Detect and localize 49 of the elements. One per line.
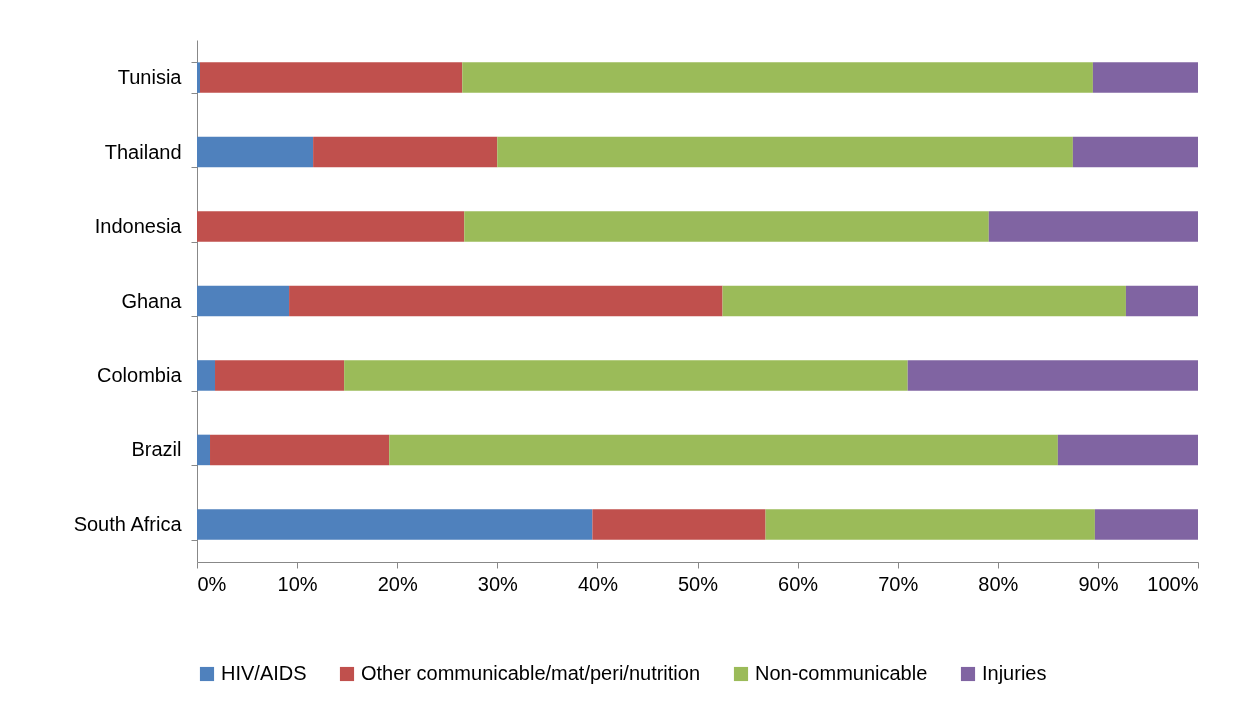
bar bbox=[988, 211, 1198, 242]
bar bbox=[1057, 434, 1198, 466]
x-tick-label: 90% bbox=[1078, 572, 1119, 595]
bar bbox=[592, 509, 766, 540]
bar bbox=[197, 62, 200, 93]
bar bbox=[197, 211, 465, 242]
bar bbox=[765, 509, 1095, 540]
bar bbox=[197, 136, 314, 168]
bar bbox=[200, 62, 463, 93]
legend-label: Non-communicable bbox=[755, 662, 928, 684]
x-tick-label: 20% bbox=[377, 572, 418, 595]
bar bbox=[197, 434, 211, 466]
x-tick-label: 0% bbox=[197, 572, 227, 595]
x-tick-label: 30% bbox=[477, 572, 519, 595]
y-tick-label: Indonesia bbox=[94, 215, 183, 238]
bar bbox=[907, 360, 1198, 391]
bar bbox=[464, 211, 989, 242]
bar bbox=[210, 434, 390, 466]
bar bbox=[1125, 285, 1198, 317]
y-tick-label: Colombia bbox=[97, 363, 183, 386]
y-tick-label: Thailand bbox=[104, 140, 182, 163]
x-tick-label: 80% bbox=[978, 572, 1019, 595]
bar bbox=[497, 136, 1073, 168]
x-tick-label: 100% bbox=[1147, 572, 1199, 595]
bar bbox=[1094, 509, 1198, 540]
x-tick-label: 60% bbox=[778, 572, 819, 595]
legend-label: HIV/AIDS bbox=[221, 662, 307, 684]
x-tick-label: 70% bbox=[878, 572, 919, 595]
bar bbox=[389, 434, 1058, 466]
bar bbox=[197, 285, 290, 317]
bar bbox=[722, 285, 1126, 317]
y-tick-label: Ghana bbox=[121, 289, 183, 312]
bar bbox=[344, 360, 908, 391]
bar bbox=[197, 360, 216, 391]
bar bbox=[462, 62, 1093, 93]
bar bbox=[197, 509, 593, 540]
y-tick-label: South Africa bbox=[73, 512, 183, 535]
bar bbox=[1092, 62, 1198, 93]
bar bbox=[1072, 136, 1198, 168]
y-tick-label: Brazil bbox=[131, 438, 182, 461]
bar bbox=[313, 136, 498, 168]
legend-label: Injuries bbox=[982, 662, 1047, 684]
y-tick-label: Tunisia bbox=[117, 66, 183, 89]
x-tick-label: 40% bbox=[577, 572, 619, 595]
bar bbox=[289, 285, 723, 317]
x-tick-label: 50% bbox=[677, 572, 719, 595]
bar bbox=[215, 360, 345, 391]
x-tick-label: 10% bbox=[277, 572, 318, 595]
legend-label: Other communicable/mat/peri/nutrition bbox=[361, 662, 701, 684]
